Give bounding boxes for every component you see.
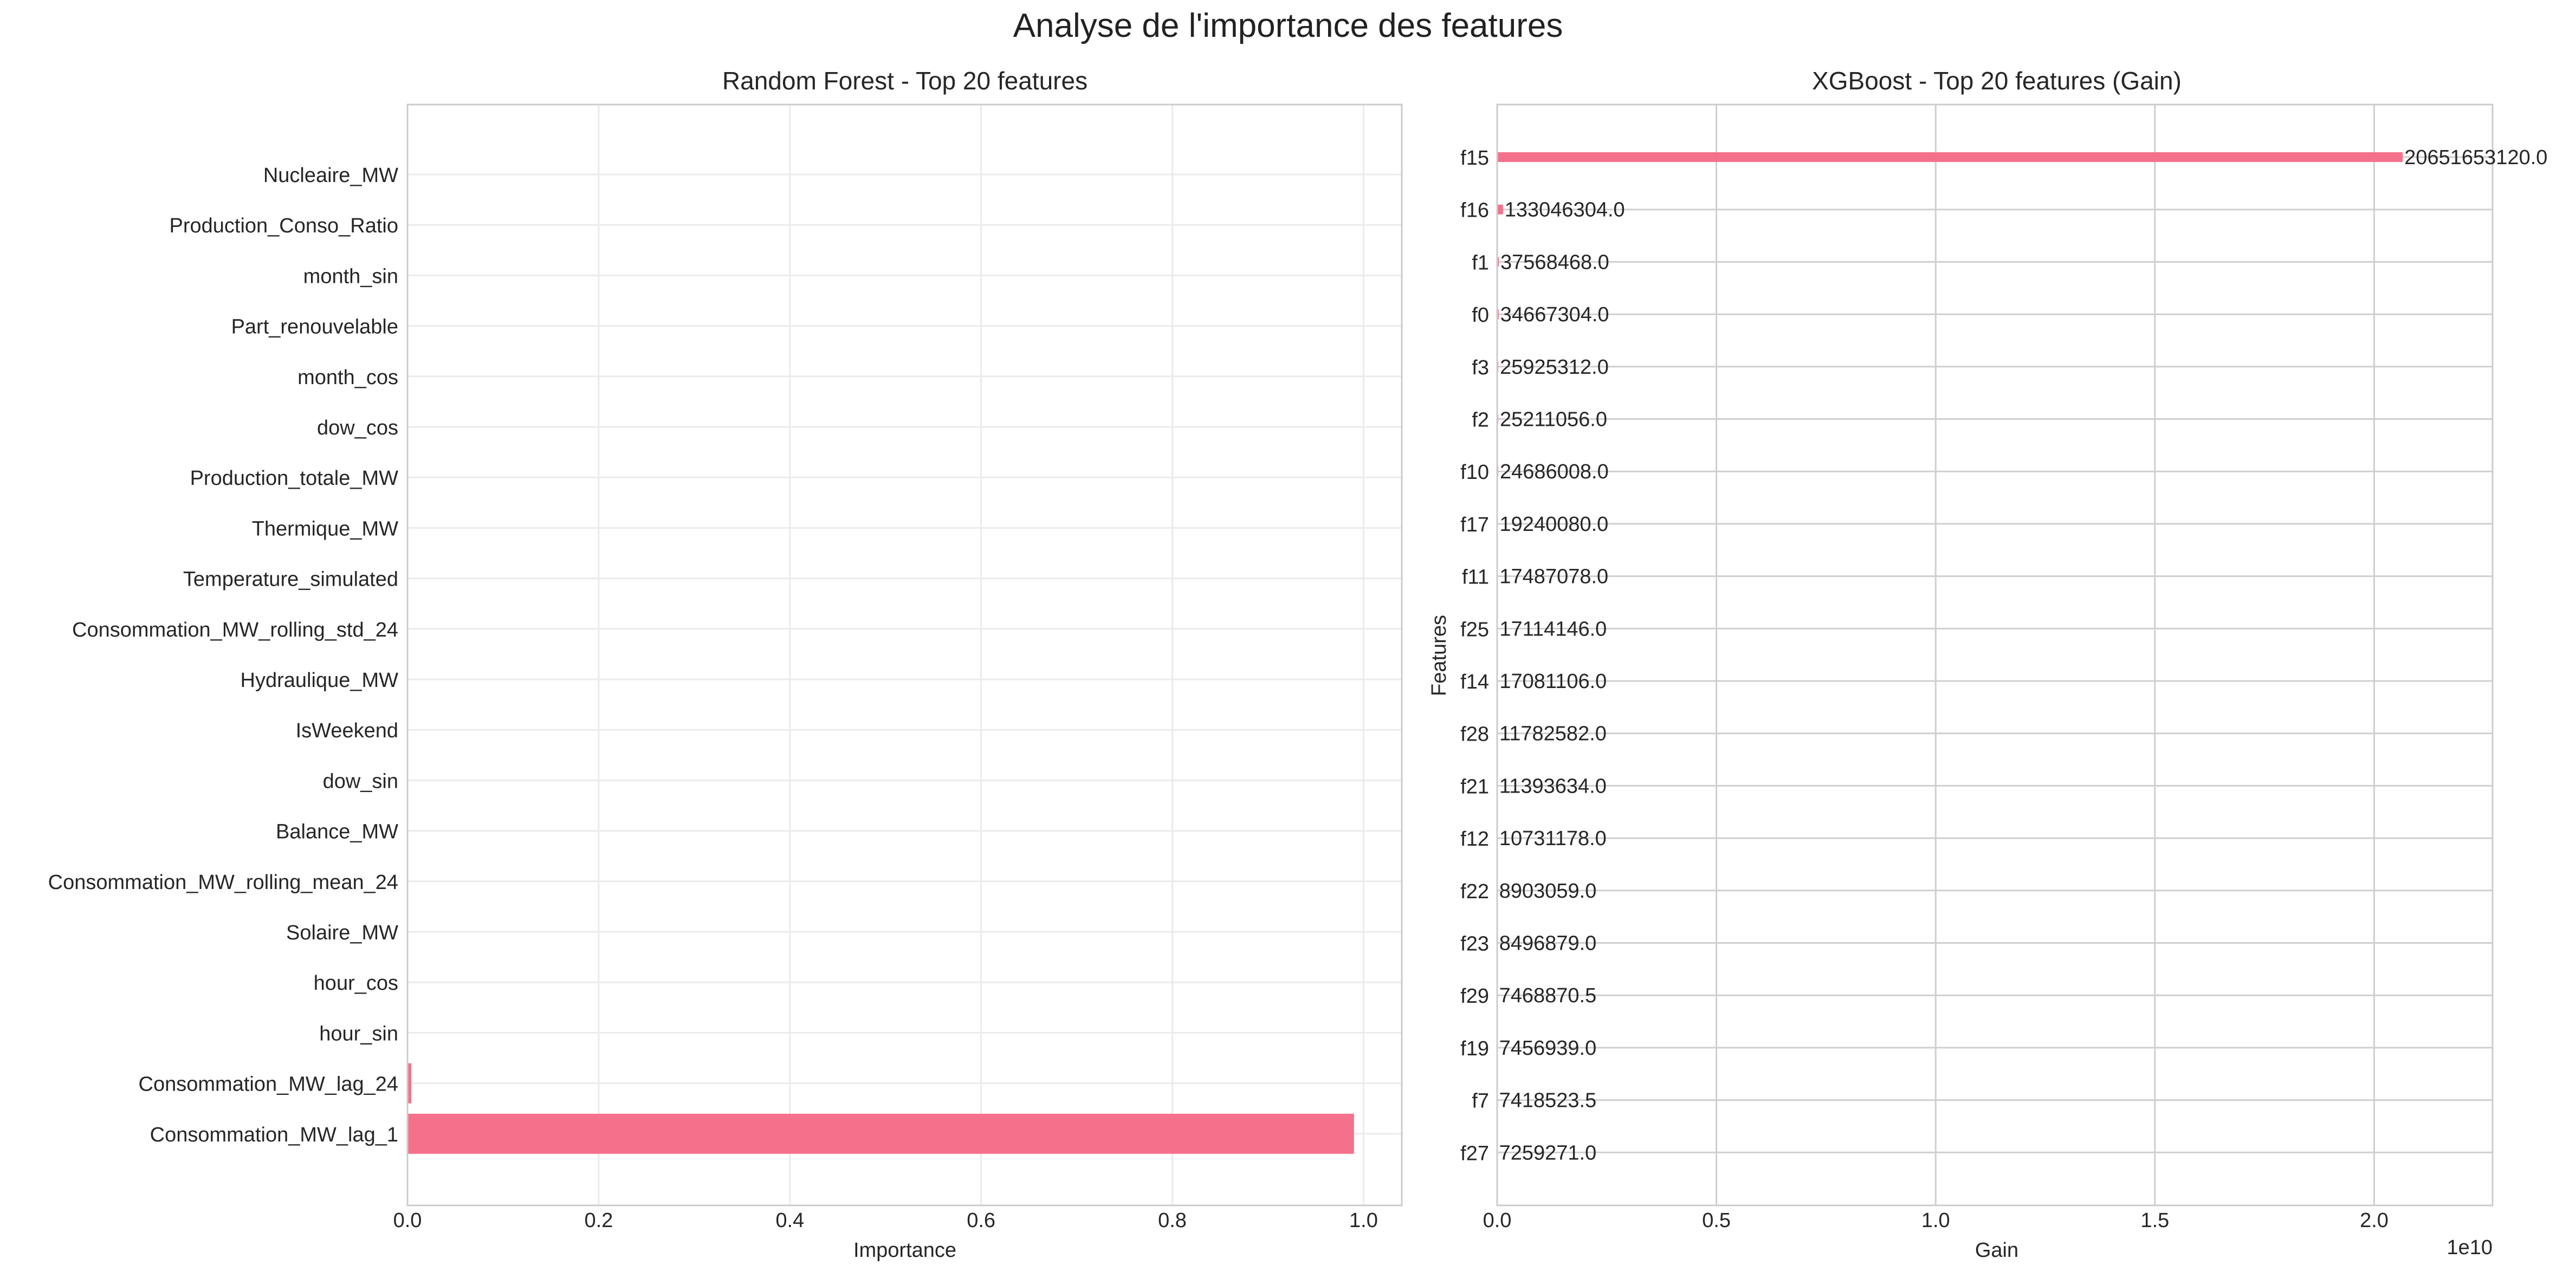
xgb-y-tick-label: f28 — [1460, 723, 1489, 746]
xgb-y-tick-label: f2 — [1472, 409, 1489, 432]
rf-y-tick-label: Consommation_MW_lag_24 — [139, 1073, 398, 1096]
xgb-y-tick-label: f25 — [1460, 618, 1489, 641]
rf-y-tick-label: Solaire_MW — [286, 922, 398, 944]
rf-y-tick-label: Consommation_MW_rolling_mean_24 — [48, 871, 398, 894]
xgb-bar — [1497, 204, 1503, 215]
rf-y-tick-label: Balance_MW — [276, 821, 398, 844]
xgb-value-labels: 20651653120.0 133046304.0 37568468.0 346673… — [1499, 146, 2548, 1164]
rf-y-tick-label: Production_totale_MW — [190, 467, 399, 490]
xgb-value-label: 20651653120.0 — [2404, 146, 2547, 169]
xgb-value-label: 17487078.0 — [1499, 566, 1608, 588]
rf-chart-title: Random Forest - Top 20 features — [722, 67, 1088, 95]
rf-y-tick-label: month_sin — [303, 265, 398, 288]
xgb-bar — [1497, 257, 1499, 267]
xgb-value-label: 8903059.0 — [1499, 880, 1597, 903]
xgb-x-tick-label: 0.0 — [1483, 1209, 1512, 1232]
xgb-value-label: 24686008.0 — [1500, 460, 1609, 483]
rf-gridlines — [406, 105, 1402, 1205]
rf-x-tick-label: 0.0 — [393, 1209, 422, 1232]
rf-x-tick-label: 0.8 — [1158, 1209, 1187, 1232]
rf-bar — [407, 1063, 412, 1104]
rf-y-tick-label: Hydraulique_MW — [241, 669, 399, 692]
xgb-x-offset-text: 1e10 — [2446, 1236, 2493, 1259]
rf-y-tick-label: Consommation_MW_lag_1 — [150, 1124, 398, 1146]
xgb-x-tick-label: 1.5 — [2140, 1209, 2169, 1232]
xgb-x-tick-label: 0.5 — [1702, 1209, 1731, 1232]
xgb-y-tick-label: f22 — [1460, 880, 1489, 903]
rf-x-tick-label: 0.4 — [775, 1209, 804, 1232]
rf-x-axis-label: Importance — [853, 1239, 956, 1262]
xgb-value-label: 11393634.0 — [1499, 775, 1607, 797]
xgb-y-tick-label: f16 — [1460, 199, 1489, 222]
xgb-value-label: 7456939.0 — [1499, 1037, 1597, 1060]
xgb-y-tick-label: f21 — [1460, 775, 1489, 798]
xgb-x-tick-label: 1.0 — [1921, 1209, 1950, 1232]
xgb-value-label: 133046304.0 — [1505, 199, 1625, 222]
xgb-value-label: 25211056.0 — [1500, 408, 1607, 431]
xgb-y-tick-label: f10 — [1460, 461, 1489, 484]
figure-title: Analyse de l'importance des features — [1013, 7, 1563, 44]
xgb-value-label: 37568468.0 — [1500, 251, 1609, 274]
random-forest-panel: Random Forest - Top 20 features Nucleair… — [48, 67, 1403, 1262]
xgb-value-label: 19240080.0 — [1500, 513, 1609, 536]
xgb-value-label: 34667304.0 — [1500, 303, 1609, 326]
xgb-plot-frame — [1496, 103, 2494, 1206]
rf-plot-frame — [406, 103, 1403, 1206]
rf-y-tick-label: hour_sin — [319, 1022, 398, 1045]
xgb-bars — [1497, 152, 2403, 1158]
xgb-y-tick-label: f19 — [1460, 1037, 1489, 1060]
rf-y-tick-label: Nucleaire_MW — [263, 164, 398, 187]
rf-bar — [407, 1113, 1354, 1154]
rf-y-tick-label: dow_cos — [317, 417, 398, 439]
rf-x-tick-label: 1.0 — [1349, 1209, 1378, 1232]
xgb-y-tick-label: f7 — [1472, 1090, 1489, 1113]
xgb-y-tick-label: f3 — [1472, 356, 1489, 379]
xgb-y-tick-label: f17 — [1460, 514, 1489, 536]
rf-y-tick-label: Temperature_simulated — [183, 568, 398, 591]
xgb-x-tick-label: 2.0 — [2360, 1209, 2389, 1232]
rf-y-tick-label: dow_sin — [323, 770, 398, 793]
rf-x-tick-label: 0.2 — [584, 1209, 613, 1232]
xgb-y-tick-label: f0 — [1472, 304, 1489, 327]
xgb-chart-title: XGBoost - Top 20 features (Gain) — [1812, 67, 2182, 95]
xgb-y-tick-label: f23 — [1460, 933, 1489, 956]
rf-y-tick-label: hour_cos — [314, 972, 398, 995]
xgb-y-tick-labels: f15 f16 f1 f0 f3 f2 f10 f17 f11 f25 f14 f28 f21 f12 f2… — [1460, 147, 1489, 1165]
xgb-y-tick-label: f11 — [1462, 566, 1489, 589]
xgb-value-label: 7468870.5 — [1499, 984, 1597, 1007]
xgb-value-label: 25925312.0 — [1500, 356, 1609, 379]
rf-y-tick-label: Part_renouvelable — [231, 316, 398, 339]
xgb-x-axis-label: Gain — [1975, 1239, 2018, 1262]
xgb-y-tick-label: f12 — [1460, 828, 1489, 851]
xgb-y-tick-label: f29 — [1460, 985, 1489, 1008]
rf-x-tick-label: 0.6 — [967, 1209, 995, 1232]
xgb-value-label: 17114146.0 — [1499, 618, 1607, 640]
rf-y-tick-label: Thermique_MW — [252, 517, 398, 540]
xgb-y-tick-label: f1 — [1472, 251, 1489, 274]
xgb-y-axis-label: Features — [1428, 615, 1451, 696]
xgb-gridlines — [1496, 105, 2493, 1205]
xgb-x-tick-labels: 0.0 0.5 1.0 1.5 2.0 — [1483, 1209, 2389, 1232]
xgb-value-label: 7259271.0 — [1499, 1141, 1597, 1164]
xgb-value-label: 7418523.5 — [1499, 1089, 1597, 1112]
xgb-y-tick-label: f27 — [1460, 1142, 1489, 1165]
rf-x-tick-labels: 0.0 0.2 0.4 0.6 0.8 1.0 — [393, 1209, 1378, 1232]
rf-y-tick-label: month_cos — [297, 366, 398, 389]
xgb-value-label: 10731178.0 — [1499, 827, 1607, 850]
xgb-y-tick-label: f14 — [1460, 671, 1489, 693]
xgb-value-label: 17081106.0 — [1499, 670, 1607, 693]
rf-y-tick-labels: Nucleaire_MW Production_Conso_Ratio month_… — [48, 164, 398, 1146]
xgb-bar — [1497, 152, 2403, 162]
xgb-value-label: 11782582.0 — [1499, 723, 1607, 745]
xgb-value-label: 8496879.0 — [1499, 932, 1597, 955]
xgb-y-tick-label: f15 — [1460, 147, 1489, 170]
rf-bars — [407, 962, 1354, 1154]
rf-y-tick-label: Production_Conso_Ratio — [170, 215, 399, 237]
rf-y-tick-label: IsWeekend — [296, 719, 398, 742]
rf-y-tick-label: Consommation_MW_rolling_std_24 — [72, 619, 398, 641]
xgboost-panel: XGBoost - Top 20 features (Gain) f15f16f… — [1428, 67, 2547, 1262]
